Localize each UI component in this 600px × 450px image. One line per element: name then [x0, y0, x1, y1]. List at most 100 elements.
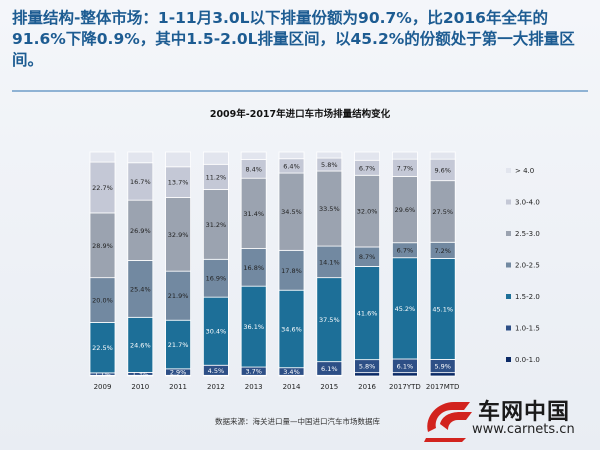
bar-segment [278, 289, 305, 369]
divider [12, 90, 588, 92]
legend-label: 2.0-2.5 [515, 262, 540, 270]
data-label: 32.0% [357, 208, 378, 216]
carnets-logo-icon [424, 402, 472, 442]
bar-segment [202, 151, 229, 165]
data-label: 36.1% [243, 323, 264, 331]
bar-segment [278, 172, 305, 251]
data-label: 11.2% [206, 173, 227, 181]
x-tick-label: 2014 [283, 383, 301, 391]
brand-logo: 车网中国 www.carnets.cn [420, 392, 595, 448]
data-label: 31.4% [243, 210, 264, 218]
bar-segment [165, 319, 192, 370]
data-label: 7.2% [434, 247, 451, 255]
data-label: 17.8% [281, 267, 302, 275]
bar-segment [391, 372, 418, 377]
data-label: 4.5% [208, 367, 225, 375]
x-tick-label: 2016 [358, 383, 376, 391]
data-label: 34.6% [281, 325, 302, 333]
source-note: 数据来源：海关进口量—中国进口汽车市场数据库 [215, 417, 380, 426]
chart-title: 2009年-2017年进口车市场排量结构变化 [210, 108, 391, 120]
headline: 排量结构-整体市场：1-11月3.0L以下排量份额为90.7%，比2016年全年… [12, 9, 575, 69]
bar-segment [89, 277, 116, 323]
data-label: 6.7% [359, 164, 376, 172]
x-tick-label: 2009 [94, 383, 112, 391]
x-tick-label: 2010 [131, 383, 149, 391]
legend-swatch [506, 325, 511, 331]
bar-segment [165, 270, 192, 321]
data-label: 22.7% [92, 184, 113, 192]
bar-segment [316, 245, 343, 279]
data-label: 14.1% [319, 258, 340, 266]
data-label: 13.7% [168, 179, 189, 187]
data-label: 2.9% [170, 369, 187, 377]
bar-segment [127, 316, 154, 373]
data-label: 5.8% [359, 363, 376, 371]
data-label: 28.9% [92, 242, 113, 250]
bar-segment [316, 170, 343, 247]
data-label: 3.7% [245, 368, 262, 376]
bar-segment [127, 151, 154, 164]
data-label: 6.4% [283, 162, 300, 170]
bar-segment [202, 296, 229, 366]
bar-segment [316, 151, 343, 159]
data-label: 45.2% [395, 305, 416, 313]
data-label: 9.6% [434, 166, 451, 174]
bar-segment [89, 161, 116, 214]
data-label: 6.1% [321, 365, 338, 373]
bar-segment [391, 151, 418, 160]
data-label: 41.6% [357, 310, 378, 318]
bar-segment [354, 174, 381, 248]
x-tick-label: 2013 [245, 383, 263, 391]
data-label: 22.5% [92, 344, 113, 352]
legend-swatch [506, 262, 511, 268]
data-label: 37.5% [319, 316, 340, 324]
bar-segment [240, 285, 267, 368]
legend-swatch [506, 199, 511, 205]
legend-swatch [506, 294, 511, 299]
data-label: 16.9% [206, 275, 227, 283]
bar-segment [165, 151, 192, 168]
x-tick-label: 2012 [207, 383, 225, 391]
data-label: 24.6% [130, 341, 151, 349]
bar-segment [429, 372, 456, 377]
data-label: 30.4% [206, 328, 227, 336]
bar-segment [354, 266, 381, 361]
data-label: 25.4% [130, 285, 151, 293]
bar-segment [354, 151, 381, 161]
legend-label: 1.5-2.0 [515, 293, 540, 301]
legend-label: 2.5-3.0 [515, 230, 540, 238]
data-label: 8.4% [245, 165, 262, 173]
data-label: 1.3% [132, 370, 149, 378]
legend-swatch [506, 168, 511, 173]
bar-segment [391, 257, 418, 360]
bar-segment [127, 199, 154, 261]
data-label: 29.6% [395, 206, 416, 214]
data-label: 21.9% [168, 292, 189, 300]
bar-segment [354, 372, 381, 377]
data-label: 34.5% [281, 208, 302, 216]
data-label: 7.7% [397, 164, 414, 172]
x-tick-label: 2017MTD [426, 383, 460, 391]
legend-swatch [506, 357, 511, 362]
brand-url: www.carnets.cn [472, 422, 575, 437]
data-label: 20.0% [92, 297, 113, 305]
data-label: 6.1% [397, 362, 414, 370]
data-label: 33.5% [319, 205, 340, 213]
data-label: 26.9% [130, 227, 151, 235]
data-label: 8.7% [359, 253, 376, 261]
data-label: 21.7% [168, 341, 189, 349]
data-label: 31.2% [206, 221, 227, 229]
data-label: 16.7% [130, 178, 151, 186]
x-tick-label: 2011 [169, 383, 187, 391]
data-label: 45.1% [432, 305, 453, 313]
x-tick-label: 2017YTD [389, 383, 421, 391]
legend-swatch [506, 231, 511, 236]
bar-segment [89, 151, 116, 163]
bar-segment [429, 151, 456, 160]
bar-segment [202, 189, 229, 260]
bar-segment [202, 258, 229, 298]
bar-segment [316, 277, 343, 363]
data-label: 5.8% [321, 161, 338, 169]
brand-name: 车网中国 [478, 400, 571, 425]
